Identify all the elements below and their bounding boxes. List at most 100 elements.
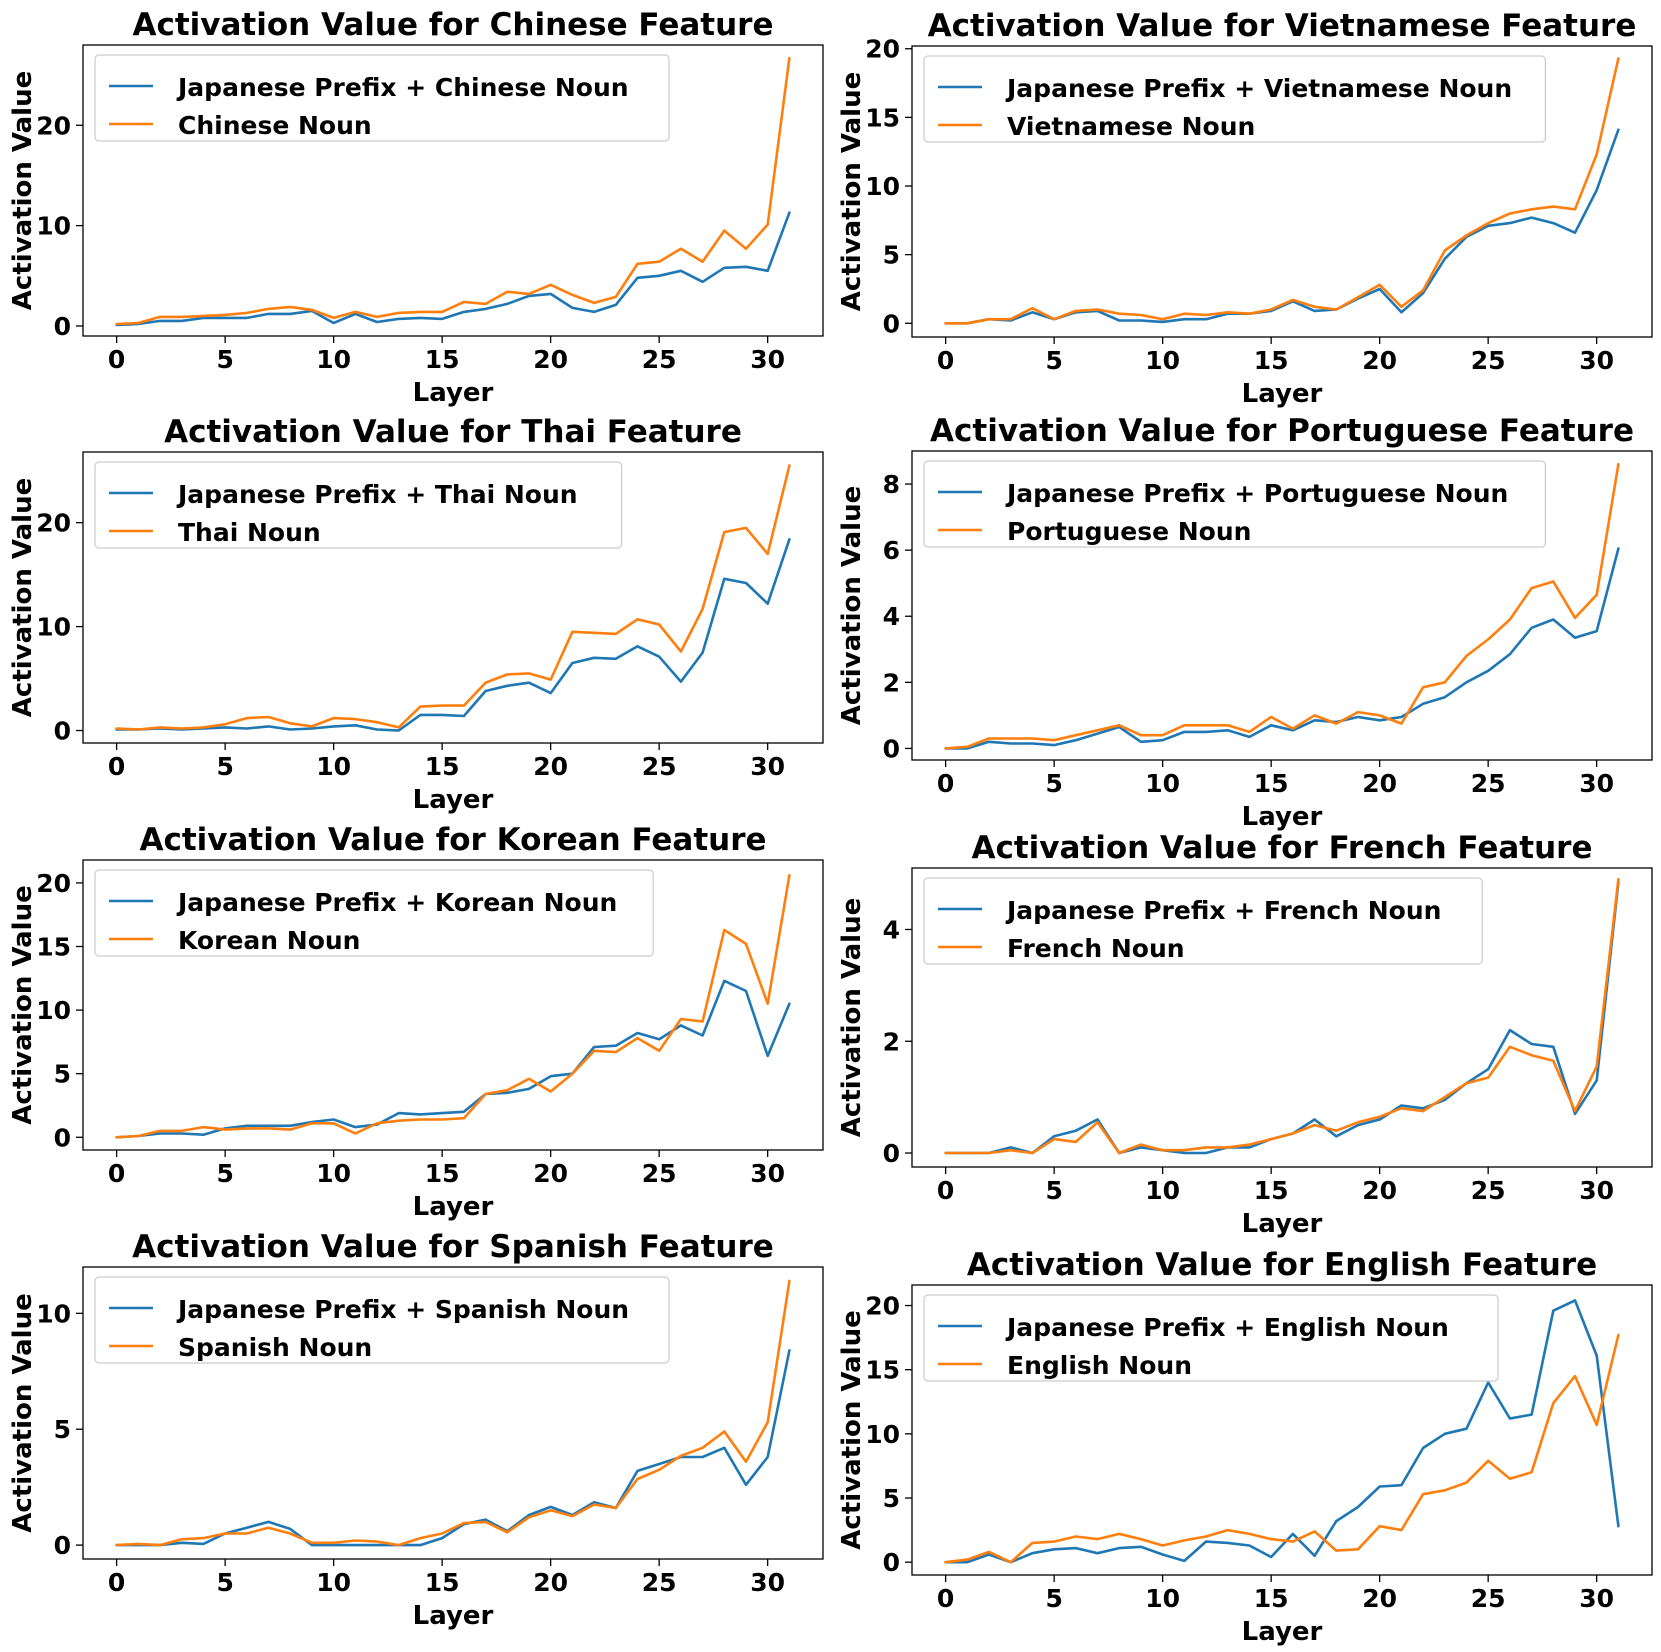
x-tick-label: 15: [1254, 1584, 1289, 1613]
series-line-noun: [115, 464, 791, 731]
y-tick-label: 0: [54, 312, 71, 341]
y-tick-label: 5: [883, 1484, 900, 1513]
x-tick-label: 5: [216, 752, 233, 781]
series-line-japanese-prefix: [944, 547, 1620, 750]
legend-box: [923, 1294, 1499, 1382]
series-line-japanese-prefix: [115, 979, 791, 1139]
legend: Japanese Prefix + Vietnamese Noun Vietnam…: [923, 55, 1547, 143]
legend-label: Spanish Noun: [178, 1333, 372, 1362]
plot-frame: [911, 450, 1653, 761]
plot-frame: [911, 1284, 1653, 1576]
x-tick-label: 20: [1362, 1176, 1397, 1205]
y-tick-label: 20: [865, 35, 900, 64]
x-tick-label: 0: [108, 752, 125, 781]
x-tick-label: 10: [316, 1159, 351, 1188]
x-tick-label: 30: [750, 752, 785, 781]
legend: Japanese Prefix + English Noun English No…: [923, 1294, 1499, 1382]
x-tick-label: 10: [316, 752, 351, 781]
legend-box: [94, 869, 654, 957]
x-tick-label: 5: [1045, 769, 1062, 798]
x-tick-label: 20: [533, 1159, 568, 1188]
y-axis-label: Activation Value: [8, 71, 38, 310]
x-tick-label: 15: [1254, 769, 1289, 798]
legend-label: Japanese Prefix + Thai Noun: [176, 480, 578, 509]
chart-panel-4: Activation Value for Portuguese Feature 0…: [837, 413, 1653, 832]
x-tick-label: 25: [642, 1568, 677, 1597]
series-line-japanese-prefix: [944, 1299, 1620, 1564]
y-tick-label: 0: [883, 1548, 900, 1577]
y-tick-label: 8: [883, 470, 900, 499]
y-tick-label: 6: [883, 536, 900, 565]
x-tick-label: 30: [750, 1159, 785, 1188]
x-tick-label: 5: [1045, 1584, 1062, 1613]
x-tick-label: 15: [425, 1159, 460, 1188]
series-line-japanese-prefix: [944, 128, 1620, 325]
legend-box: [923, 55, 1547, 143]
x-tick-label: 25: [642, 752, 677, 781]
series-line-noun: [115, 1279, 791, 1547]
y-axis-label: Activation Value: [8, 885, 38, 1124]
legend-label: English Noun: [1007, 1351, 1192, 1380]
series-line-japanese-prefix: [115, 211, 791, 327]
x-tick-label: 5: [216, 1568, 233, 1597]
y-tick-label: 20: [36, 509, 71, 538]
plot-frame: [911, 45, 1653, 338]
legend-label: Japanese Prefix + Spanish Noun: [176, 1295, 629, 1324]
legend-label: Japanese Prefix + English Noun: [1005, 1313, 1449, 1342]
x-tick-label: 5: [1045, 346, 1062, 375]
chart-title: Activation Value for Chinese Feature: [132, 7, 773, 43]
x-tick-label: 20: [1362, 346, 1397, 375]
y-axis-label: Activation Value: [837, 486, 867, 725]
series-line-noun: [944, 877, 1620, 1155]
y-tick-label: 2: [883, 1027, 900, 1056]
x-tick-label: 20: [533, 752, 568, 781]
y-tick-label: 4: [883, 915, 900, 944]
legend-label: Portuguese Noun: [1007, 517, 1251, 546]
x-tick-label: 15: [425, 345, 460, 374]
x-tick-label: 10: [1145, 769, 1180, 798]
y-tick-label: 10: [865, 1420, 900, 1449]
legend: Japanese Prefix + Portuguese Noun Portugu…: [923, 460, 1547, 548]
y-tick-label: 10: [36, 996, 71, 1025]
series-line-noun: [115, 56, 791, 326]
y-tick-label: 10: [865, 172, 900, 201]
x-tick-label: 15: [425, 752, 460, 781]
x-tick-label: 30: [750, 1568, 785, 1597]
x-tick-label: 10: [1145, 1176, 1180, 1205]
x-tick-label: 0: [937, 769, 954, 798]
legend-label: Chinese Noun: [178, 111, 372, 140]
legend-label: Japanese Prefix + Vietnamese Noun: [1005, 74, 1512, 103]
x-tick-label: 5: [216, 345, 233, 374]
chart-title: Activation Value for Vietnamese Feature: [928, 8, 1637, 44]
series-line-noun: [944, 1333, 1620, 1564]
y-axis-label: Activation Value: [8, 478, 38, 717]
y-axis-label: Activation Value: [8, 1293, 38, 1532]
x-tick-label: 10: [316, 1568, 351, 1597]
y-tick-label: 2: [883, 668, 900, 697]
x-tick-label: 10: [1145, 1584, 1180, 1613]
y-tick-label: 15: [36, 932, 71, 961]
x-tick-label: 20: [1362, 1584, 1397, 1613]
legend: Japanese Prefix + Korean Noun Korean Noun: [94, 869, 654, 957]
x-tick-label: 5: [216, 1159, 233, 1188]
legend-label: Japanese Prefix + Chinese Noun: [176, 73, 629, 102]
plot-frame: [82, 1266, 824, 1560]
chart-panel-1: Activation Value for Chinese Feature 0 5 10…: [8, 7, 824, 408]
x-axis-label: Layer: [413, 785, 494, 815]
plot-frame: [82, 44, 824, 337]
y-tick-label: 10: [36, 212, 71, 241]
legend-label: Korean Noun: [178, 926, 360, 955]
chart-title: Activation Value for Portuguese Feature: [930, 413, 1634, 449]
x-axis-label: Layer: [413, 1192, 494, 1222]
x-tick-label: 0: [937, 346, 954, 375]
x-tick-label: 20: [533, 345, 568, 374]
x-tick-label: 0: [937, 1176, 954, 1205]
x-tick-label: 10: [316, 345, 351, 374]
y-tick-label: 20: [36, 869, 71, 898]
chart-title: Activation Value for English Feature: [967, 1247, 1597, 1283]
x-tick-label: 25: [1471, 1176, 1506, 1205]
legend: Japanese Prefix + Spanish Noun Spanish No…: [94, 1276, 670, 1364]
x-tick-label: 10: [1145, 346, 1180, 375]
y-axis-label: Activation Value: [837, 1310, 867, 1549]
